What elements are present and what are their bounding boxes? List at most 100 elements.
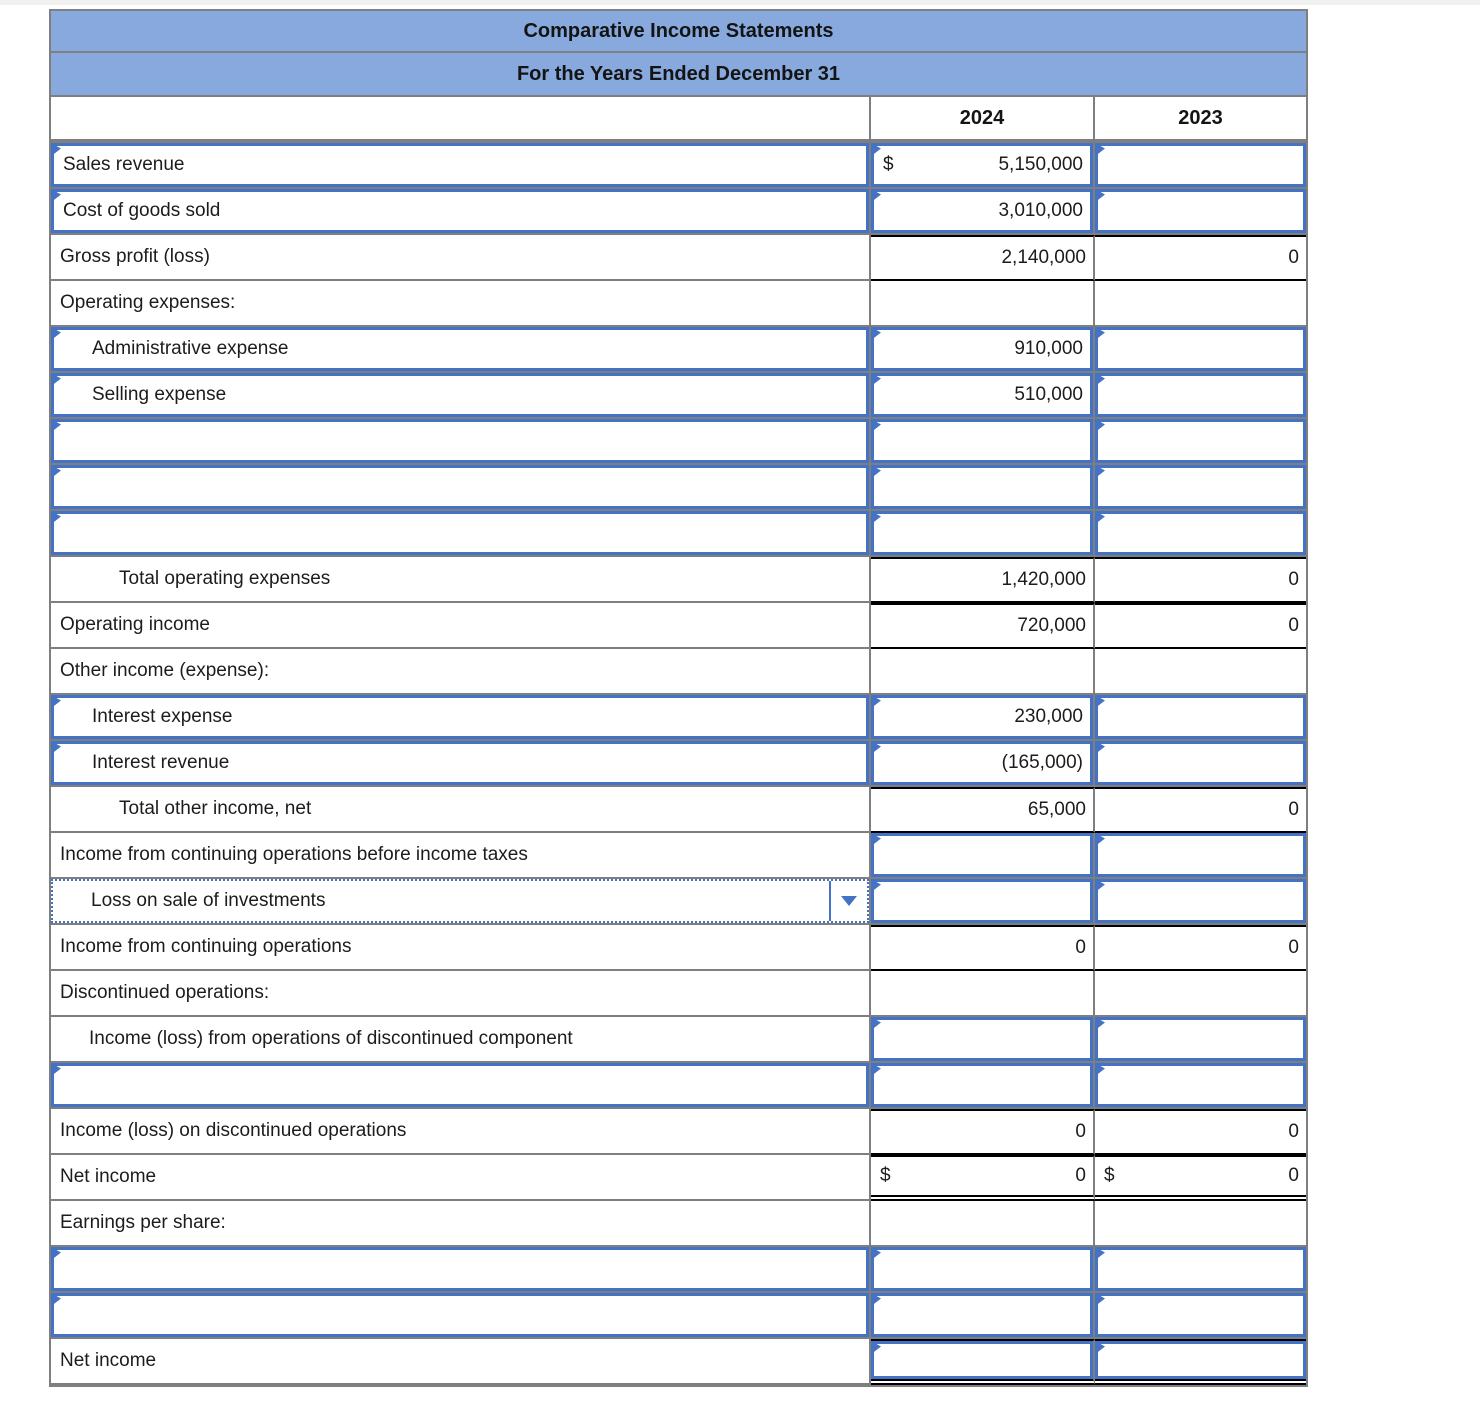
label-input[interactable]: Selling expense: [51, 373, 869, 417]
edit-flag-icon: [1095, 1247, 1105, 1261]
row-label-cell: Cost of goods sold: [51, 189, 871, 235]
cell-value: 5,150,000: [998, 154, 1083, 175]
value-input-2024[interactable]: [871, 833, 1093, 877]
edit-flag-icon: [871, 465, 881, 479]
table-row: Total operating expenses 1,420,000 0: [51, 557, 1306, 603]
label-input[interactable]: Interest expense: [51, 695, 869, 739]
label-input[interactable]: [51, 1293, 869, 1337]
value-input-2023[interactable]: [1095, 1247, 1306, 1291]
currency-symbol: $: [1104, 1165, 1115, 1186]
label-input[interactable]: Cost of goods sold: [51, 189, 869, 233]
row-label: Earnings per share:: [60, 1212, 226, 1233]
row-label-cell: Income from continuing operations: [51, 925, 871, 971]
value-cell-2023: [1095, 1293, 1306, 1339]
value-input-2023[interactable]: [1095, 741, 1306, 785]
edit-flag-icon: [871, 1293, 881, 1307]
label-input[interactable]: [51, 511, 869, 555]
table-row: [51, 511, 1306, 557]
edit-flag-icon: [1095, 1063, 1105, 1077]
edit-flag-icon: [1095, 1341, 1105, 1355]
table-row: Cost of goods sold 3,010,000: [51, 189, 1306, 235]
value-cell-2024: [871, 971, 1095, 1017]
label-input[interactable]: [51, 465, 869, 509]
value-input-2024[interactable]: [871, 511, 1093, 555]
value-input-2024[interactable]: 3,010,000: [871, 189, 1093, 233]
value-cell-2024: [871, 465, 1095, 511]
value-cell-2024: [871, 1247, 1095, 1293]
computed-value-2024: 2,140,000: [871, 237, 1093, 279]
value-input-2023[interactable]: [1095, 879, 1306, 923]
value-input-2024[interactable]: [871, 1063, 1093, 1107]
value-input-2023[interactable]: [1095, 419, 1306, 463]
value-input-2023[interactable]: [1095, 1341, 1306, 1379]
row-label-cell: Income (loss) on discontinued operations: [51, 1109, 871, 1155]
value-cell-2024: (165,000): [871, 741, 1095, 787]
value-cell-2023: [1095, 419, 1306, 465]
edit-flag-icon: [51, 741, 61, 755]
table-row: Operating income 720,000 0: [51, 603, 1306, 649]
page-top-strip: [0, 0, 1480, 5]
edit-flag-icon: [51, 419, 61, 433]
value-input-2023[interactable]: [1095, 465, 1306, 509]
cell-value: 0: [1075, 937, 1086, 958]
label-input[interactable]: Administrative expense: [51, 327, 869, 371]
value-input-2024[interactable]: 910,000: [871, 327, 1093, 371]
value-cell-2024: 510,000: [871, 373, 1095, 419]
row-label: Interest revenue: [92, 752, 230, 773]
value-cell-2024: [871, 281, 1095, 327]
value-input-2024[interactable]: (165,000): [871, 741, 1093, 785]
row-label-cell: Operating income: [51, 603, 871, 649]
value-input-2024[interactable]: [871, 1247, 1093, 1291]
row-label-cell: Interest revenue: [51, 741, 871, 787]
row-label: Selling expense: [92, 384, 227, 405]
value-cell-2023: [1095, 1201, 1306, 1247]
value-input-2024[interactable]: [871, 419, 1093, 463]
value-input-2023[interactable]: [1095, 143, 1306, 187]
edit-flag-icon: [51, 465, 61, 479]
table-subtitle: For the Years Ended December 31: [51, 53, 1306, 97]
label-input[interactable]: [51, 419, 869, 463]
value-input-2024[interactable]: [871, 879, 1093, 923]
value-input-2023[interactable]: [1095, 189, 1306, 233]
computed-value-2024: 0: [871, 1111, 1093, 1153]
empty-cell: [871, 971, 1093, 1015]
value-input-2024[interactable]: [871, 465, 1093, 509]
value-cell-2024: [871, 419, 1095, 465]
table-row: Discontinued operations:: [51, 971, 1306, 1017]
value-input-2024[interactable]: [871, 1017, 1093, 1061]
value-input-2024[interactable]: 230,000: [871, 695, 1093, 739]
column-header-row: 2024 2023: [51, 97, 1306, 143]
value-input-2023[interactable]: [1095, 327, 1306, 371]
value-input-2023[interactable]: [1095, 1063, 1306, 1107]
dropdown-arrow-button[interactable]: [829, 881, 867, 921]
label-input[interactable]: [51, 1247, 869, 1291]
value-input-2023[interactable]: [1095, 833, 1306, 877]
value-input-2024[interactable]: 510,000: [871, 373, 1093, 417]
value-input-2024[interactable]: [871, 1293, 1093, 1337]
computed-value-2023: 0: [1095, 1111, 1306, 1153]
edit-flag-icon: [871, 1341, 881, 1355]
label-input[interactable]: [51, 1063, 869, 1107]
value-input-2023[interactable]: [1095, 695, 1306, 739]
edit-flag-icon: [871, 511, 881, 525]
value-cell-2023: [1095, 373, 1306, 419]
edit-flag-icon: [1095, 373, 1105, 387]
value-input-2024[interactable]: [871, 1341, 1093, 1379]
value-input-2023[interactable]: [1095, 1293, 1306, 1337]
label-input[interactable]: Interest revenue: [51, 741, 869, 785]
value-input-2023[interactable]: [1095, 511, 1306, 555]
edit-flag-icon: [1095, 419, 1105, 433]
edit-flag-icon: [51, 143, 61, 157]
account-dropdown[interactable]: Loss on sale of investments: [51, 879, 869, 923]
value-input-2023[interactable]: [1095, 373, 1306, 417]
row-label: Total operating expenses: [119, 568, 331, 589]
edit-flag-icon: [871, 695, 881, 709]
value-input-2024[interactable]: $5,150,000: [871, 143, 1093, 187]
table-row: Earnings per share:: [51, 1201, 1306, 1247]
cell-value: 2,140,000: [1001, 247, 1086, 268]
computed-value-2023: 0: [1095, 559, 1306, 601]
label-input[interactable]: Sales revenue: [51, 143, 869, 187]
value-cell-2023: [1095, 695, 1306, 741]
cell-value: 0: [1288, 615, 1299, 636]
value-input-2023[interactable]: [1095, 1017, 1306, 1061]
